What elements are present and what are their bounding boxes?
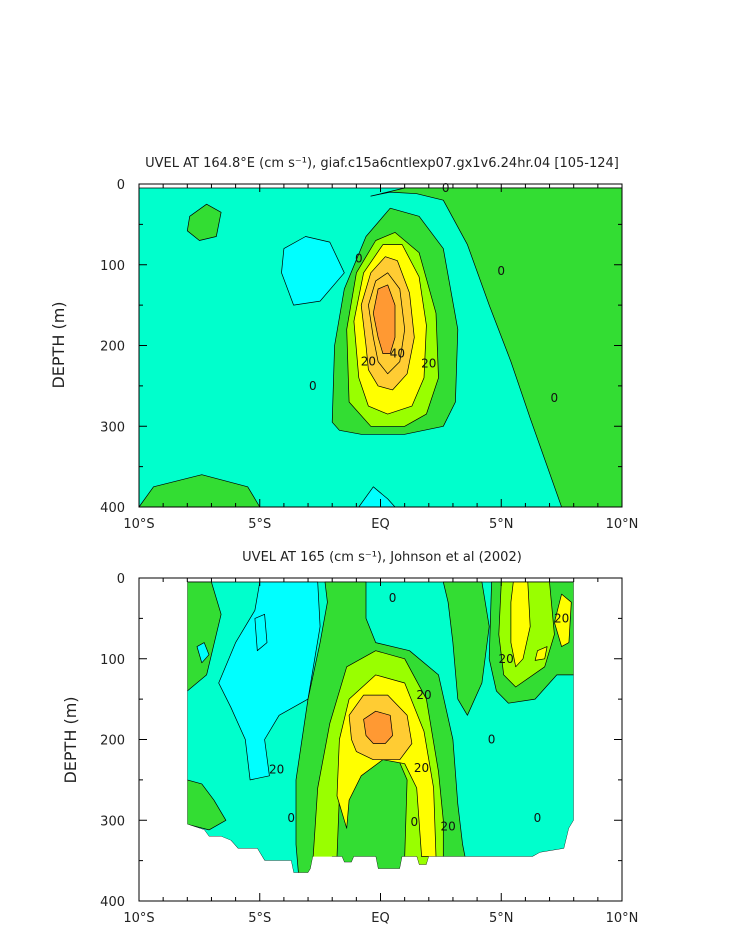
- bottom-panel: UVEL AT 165 (cm s⁻¹), Johnson et al (200…: [61, 550, 638, 926]
- top-chart-title: UVEL AT 164.8°E (cm s⁻¹), giaf.c15a6cntl…: [145, 156, 619, 171]
- bottom-y-axis-label: DEPTH (m): [61, 696, 80, 783]
- bottom-x-tick-label: 5°S: [248, 911, 271, 926]
- top-contour-label: 0: [551, 391, 559, 405]
- bottom-contour-label: 0: [287, 811, 295, 825]
- bottom-region-yellow: [554, 593, 572, 647]
- bottom-contour-label: 20: [554, 611, 569, 625]
- bottom-y-tick-label: 0: [117, 572, 125, 587]
- top-contour-label: 0: [355, 251, 363, 265]
- bottom-contour-fill: [139, 578, 622, 901]
- top-contour-label: 20: [361, 355, 376, 369]
- bottom-contour-label: 0: [410, 815, 418, 829]
- top-contour-labels: 0 0 0 0 0 20 40 20: [309, 181, 558, 405]
- top-contour-label: 0: [497, 264, 505, 278]
- top-y-axis-label: DEPTH (m): [49, 301, 68, 388]
- top-contour-label: 0: [442, 181, 450, 195]
- top-y-tick-label: 100: [100, 259, 125, 274]
- bottom-region-yellow: [510, 581, 531, 668]
- bottom-region-cyan: [196, 642, 210, 664]
- bottom-contour-labels: 0 20 20 20 0 20 20 0 0 20 0: [269, 591, 569, 834]
- bottom-region-cyan: [218, 581, 321, 781]
- bottom-y-tick-label: 200: [100, 734, 125, 749]
- top-contour-label: 0: [309, 379, 317, 393]
- top-y-tick-label: 0: [117, 178, 125, 193]
- top-x-tick-label: 10°N: [606, 517, 639, 532]
- top-x-tick-label: EQ: [371, 517, 389, 532]
- bottom-contour-label: 0: [488, 733, 496, 747]
- top-region-orange: [372, 284, 396, 354]
- bottom-region-orange: [363, 710, 393, 744]
- bottom-contour-label: 20: [498, 652, 513, 666]
- bottom-contour-label: 0: [534, 811, 542, 825]
- bottom-x-tick-label: 10°S: [123, 911, 154, 926]
- bottom-region-yellow: [534, 646, 548, 661]
- bottom-region-green: [442, 581, 490, 716]
- top-y-tick-label: 400: [100, 501, 125, 516]
- top-y-tick-label: 300: [100, 420, 125, 435]
- bottom-y-tick-label: 100: [100, 653, 125, 668]
- bottom-contour-label: 20: [416, 688, 431, 702]
- bottom-contour-label: 20: [269, 762, 284, 776]
- bottom-y-tick-label: 300: [100, 814, 125, 829]
- bottom-contour-label: 20: [440, 820, 455, 834]
- top-x-tick-label: 5°S: [248, 517, 271, 532]
- bottom-y-tick-label: 400: [100, 895, 125, 910]
- bottom-no-data-mask: [139, 578, 622, 901]
- top-y-tick-label: 200: [100, 340, 125, 355]
- top-x-tick-label: 10°S: [123, 517, 154, 532]
- top-region-green: [186, 203, 222, 241]
- top-region-cyan: [281, 236, 345, 306]
- bottom-region-cyan: [254, 613, 268, 652]
- top-contour-label: 20: [421, 356, 436, 370]
- top-contour-label: 40: [390, 347, 405, 361]
- top-panel: UVEL AT 164.8°E (cm s⁻¹), giaf.c15a6cntl…: [49, 156, 638, 532]
- bottom-x-tick-label: 5°N: [489, 911, 514, 926]
- bottom-chart-title: UVEL AT 165 (cm s⁻¹), Johnson et al (200…: [242, 550, 522, 565]
- top-contour-fill: [138, 187, 623, 508]
- bottom-contour-label: 20: [414, 761, 429, 775]
- bottom-x-tick-label: EQ: [371, 911, 389, 926]
- bottom-contour-label: 0: [389, 591, 397, 605]
- bottom-x-tick-label: 10°N: [606, 911, 639, 926]
- top-x-tick-label: 5°N: [489, 517, 514, 532]
